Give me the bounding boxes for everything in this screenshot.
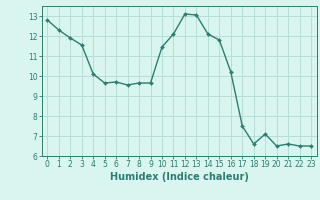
X-axis label: Humidex (Indice chaleur): Humidex (Indice chaleur) <box>110 172 249 182</box>
